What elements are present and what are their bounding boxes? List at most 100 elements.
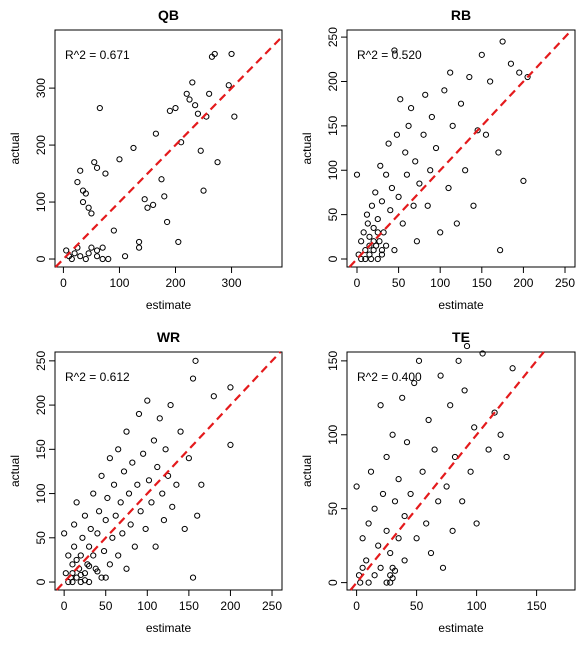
point [175, 238, 182, 246]
point [123, 565, 130, 572]
point [503, 453, 510, 461]
point [424, 202, 431, 209]
point [144, 204, 151, 211]
x-tick-label: 150 [179, 599, 199, 613]
point [374, 255, 381, 263]
point [68, 255, 75, 263]
point [357, 579, 364, 586]
point [69, 578, 76, 586]
point [227, 384, 234, 391]
point [161, 193, 168, 200]
point [403, 439, 411, 446]
point [371, 572, 378, 579]
plot-frame [346, 351, 576, 591]
point [149, 201, 157, 209]
panel: WR 0 50 100 150 200 250 0 50 100 150 200 250 estimate… [8, 329, 283, 635]
point [211, 50, 218, 58]
point [85, 204, 92, 211]
point [91, 159, 98, 166]
y-tick-label: 50 [326, 208, 340, 222]
point [507, 60, 515, 67]
point [169, 503, 176, 510]
point [366, 242, 373, 249]
point [185, 455, 192, 462]
y-tick-label: 100 [34, 483, 48, 503]
reference-line [349, 351, 545, 591]
point [415, 357, 423, 364]
point [197, 147, 204, 154]
point [192, 357, 199, 364]
point [181, 525, 188, 533]
panel-title: QB [158, 7, 179, 23]
point [376, 238, 383, 245]
point [98, 574, 105, 581]
point [432, 144, 440, 152]
y-axis-label: actual [8, 132, 22, 164]
point [359, 564, 366, 571]
point [419, 468, 426, 475]
point [105, 255, 112, 263]
point [412, 158, 419, 165]
point [462, 167, 469, 174]
point [99, 255, 106, 263]
y-tick-label: 0 [34, 255, 48, 262]
point [385, 140, 392, 147]
point [443, 483, 450, 490]
point [358, 238, 365, 245]
point [474, 127, 481, 134]
point [183, 90, 190, 97]
point [109, 534, 116, 541]
panel: TE 0 50 100 150 0 50 100 150 estimate actual R^2 = … [300, 329, 576, 635]
point [467, 468, 474, 475]
point [142, 525, 149, 533]
point [135, 244, 143, 251]
x-tick-label: 200 [165, 276, 185, 290]
point [189, 574, 197, 581]
point [102, 170, 109, 177]
point [167, 401, 174, 409]
point [110, 227, 117, 234]
x-tick-label: 200 [220, 599, 240, 613]
reference-line [54, 36, 283, 268]
point [104, 494, 111, 502]
point [367, 468, 375, 475]
point [115, 446, 122, 453]
point [62, 570, 69, 577]
point [407, 105, 415, 112]
point [482, 131, 490, 138]
annotation: R^2 = 0.612 [65, 370, 130, 384]
point [378, 251, 386, 258]
point [353, 483, 360, 490]
point [413, 238, 420, 245]
x-tick-label: 0 [353, 599, 360, 613]
point [453, 220, 460, 227]
point [362, 255, 369, 263]
point [192, 102, 199, 109]
point [152, 543, 159, 550]
point [117, 499, 124, 506]
point [154, 463, 161, 471]
x-tick-label: 200 [513, 276, 533, 290]
point [360, 229, 367, 236]
point [81, 577, 89, 584]
point [391, 247, 398, 254]
point [95, 508, 103, 515]
point [228, 50, 235, 58]
point [69, 570, 76, 577]
point [375, 542, 382, 549]
point [69, 561, 76, 568]
point [162, 446, 169, 453]
point [395, 193, 402, 200]
point [516, 69, 523, 76]
point [491, 409, 498, 416]
point [148, 499, 155, 506]
point [374, 215, 381, 223]
point [447, 402, 454, 409]
x-tick-label: 100 [430, 276, 450, 290]
point [495, 149, 502, 156]
point [497, 247, 504, 254]
plot-frame [54, 351, 283, 591]
point [366, 233, 373, 240]
point [198, 481, 205, 488]
